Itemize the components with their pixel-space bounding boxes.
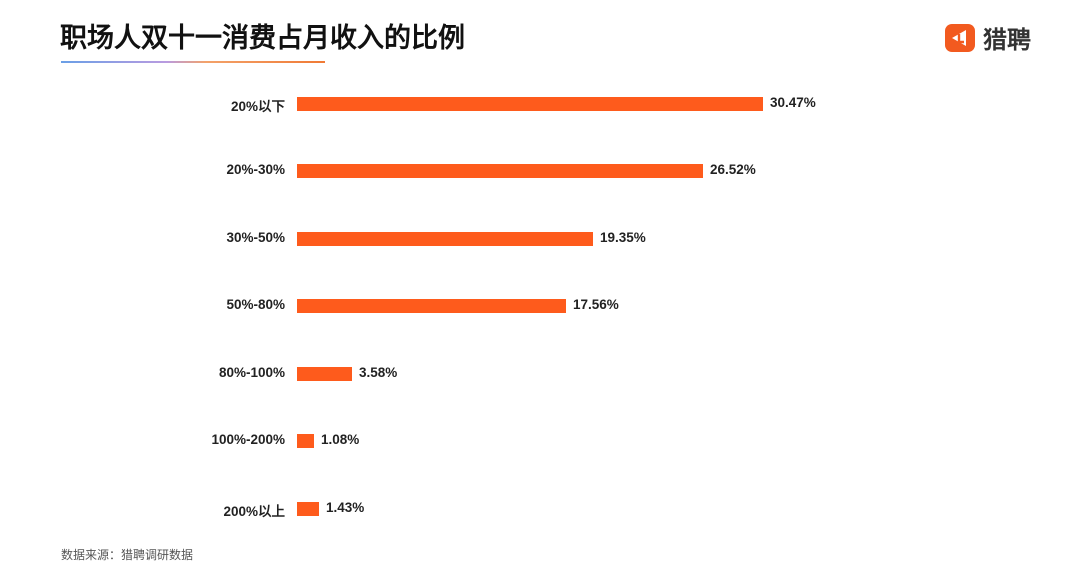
category-label: 200%以上 [223, 504, 285, 519]
category-label: 30%-50% [226, 230, 285, 245]
bar-row: 100%-200% 1.08% [0, 431, 1080, 451]
value-label: 30.47% [770, 95, 816, 110]
bar [297, 97, 763, 111]
value-label: 26.52% [710, 162, 756, 177]
category-label: 50%-80% [226, 297, 285, 312]
title-underline [61, 61, 325, 63]
value-label: 1.43% [326, 500, 365, 515]
page-title: 职场人双十一消费占月收入的比例 [60, 23, 465, 54]
category-label: 20%-30% [226, 162, 285, 177]
bar [297, 299, 566, 313]
brand-name: 猎聘 [983, 26, 1031, 54]
data-source-note: 数据来源：猎聘调研数据 [61, 548, 194, 562]
brand-logo: 猎聘 [945, 20, 1031, 55]
bar-row: 200%以上 1.43% [0, 499, 1080, 519]
bar-row: 20%-30% 26.52% [0, 161, 1080, 181]
bar-row: 50%-80% 17.56% [0, 296, 1080, 316]
category-label: 80%-100% [218, 365, 285, 380]
value-label: 19.35% [600, 230, 646, 245]
bar [297, 367, 352, 381]
bar-row: 80%-100% 3.58% [0, 364, 1080, 384]
value-label: 1.08% [321, 432, 360, 447]
category-label: 100%-200% [211, 432, 285, 447]
bar [297, 232, 593, 246]
bar-row: 30%-50% 19.35% [0, 229, 1080, 249]
bar [297, 502, 319, 516]
bar-row: 20%以下 30.47% [0, 94, 1080, 114]
value-label: 17.56% [573, 297, 619, 312]
category-label: 20%以下 [230, 99, 285, 114]
liepin-logo-icon [945, 23, 975, 52]
bar [297, 434, 314, 448]
bar [297, 164, 703, 178]
value-label: 3.58% [359, 365, 398, 380]
